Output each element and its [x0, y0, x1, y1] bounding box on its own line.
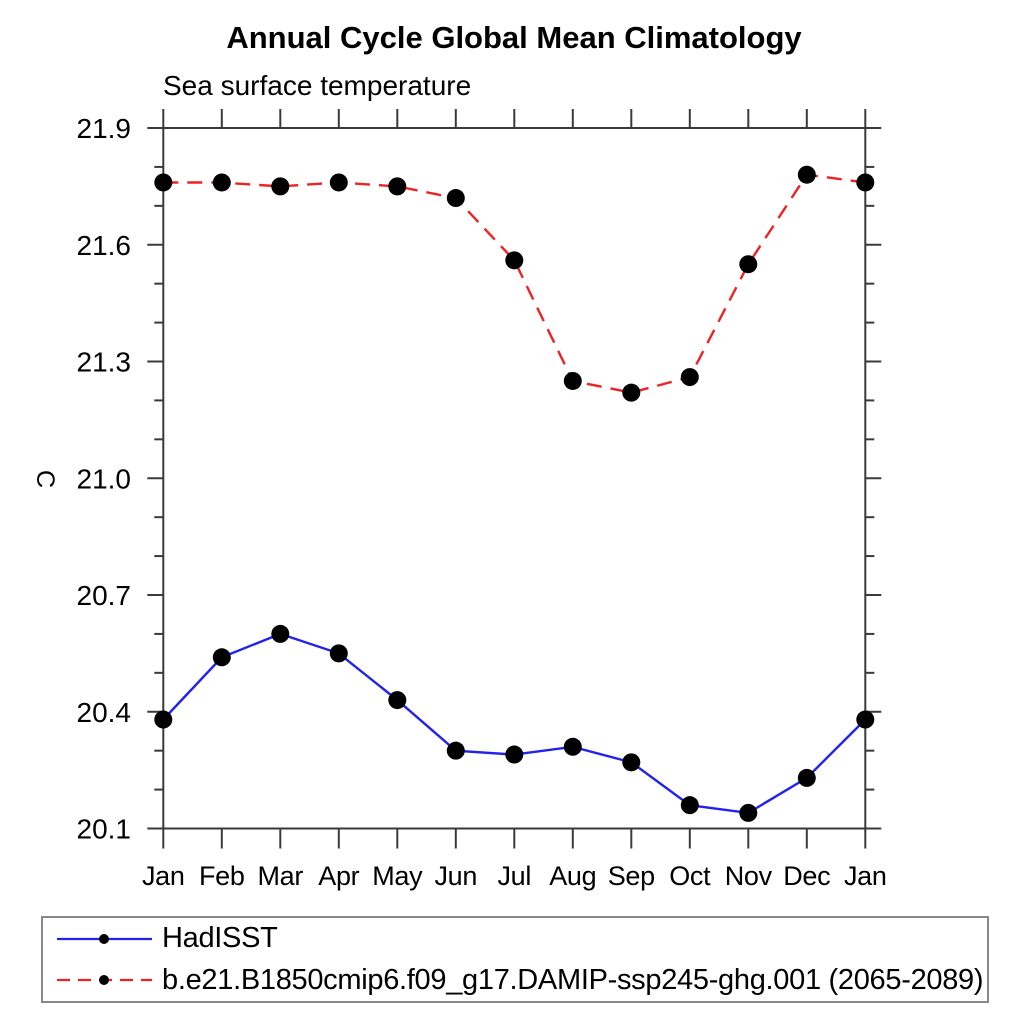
- x-tick-label: Feb: [199, 861, 245, 891]
- data-point-marker: [212, 648, 231, 667]
- series-line-hadisst: [162, 632, 867, 815]
- plot-border: [162, 127, 867, 830]
- x-tick-label: Aug: [549, 861, 596, 891]
- x-tick-label: Mar: [257, 861, 303, 891]
- data-point-marker: [329, 173, 348, 192]
- y-tick-label: 21.6: [77, 230, 132, 261]
- x-tick-label: Dec: [783, 861, 830, 891]
- data-point-marker: [739, 255, 758, 274]
- legend-item: HadISST: [43, 918, 987, 959]
- data-point-marker: [329, 644, 348, 663]
- x-tick-label: Apr: [318, 861, 359, 891]
- data-point-marker: [505, 251, 524, 270]
- y-tick-label: 20.7: [77, 580, 132, 611]
- data-point-marker: [271, 177, 290, 196]
- data-point-marker: [739, 803, 758, 822]
- data-point-marker: [388, 177, 407, 196]
- data-point-marker: [622, 753, 641, 772]
- data-point-marker: [446, 741, 465, 760]
- x-tick-label: Jan: [844, 861, 887, 891]
- data-point-marker: [388, 691, 407, 710]
- data-point-marker: [856, 710, 875, 729]
- series-line-model: [163, 173, 866, 394]
- x-tick-label: Jun: [434, 861, 477, 891]
- data-point-marker: [797, 165, 816, 184]
- data-point-marker: [563, 737, 582, 756]
- data-point-marker: [271, 624, 290, 643]
- data-point-marker: [212, 173, 231, 192]
- y-tick-label: 21.3: [77, 347, 132, 378]
- data-point-marker: [563, 371, 582, 390]
- y-tick-label: 20.4: [77, 697, 132, 728]
- legend-line-sample: [57, 975, 152, 985]
- data-point-marker: [446, 189, 465, 208]
- data-point-marker: [154, 173, 173, 192]
- y-tick-label: 21.0: [77, 463, 132, 494]
- y-tick-label: 20.1: [77, 814, 132, 845]
- data-point-marker: [856, 173, 875, 192]
- legend-item: b.e21.B1850cmip6.f09_g17.DAMIP-ssp245-gh…: [43, 959, 987, 1001]
- x-tick-label: Oct: [669, 861, 711, 891]
- x-tick-label: Sep: [608, 861, 655, 891]
- x-tick-label: May: [372, 861, 423, 891]
- legend-line-sample: [57, 933, 152, 944]
- legend-item-label: HadISST: [162, 922, 278, 954]
- x-tick-label: Nov: [725, 861, 773, 891]
- x-tick-label: Jan: [142, 861, 185, 891]
- legend-marker-icon: [99, 933, 109, 944]
- data-point-marker: [680, 368, 699, 387]
- legend-item-label: b.e21.B1850cmip6.f09_g17.DAMIP-ssp245-gh…: [162, 963, 984, 996]
- legend-box: HadISST b.e21.B1850cmip6.f09_g17.DAMIP-s…: [41, 916, 989, 1003]
- data-point-marker: [505, 745, 524, 764]
- data-point-marker: [154, 710, 173, 729]
- chart-title: Annual Cycle Global Mean Climatology: [226, 20, 802, 55]
- data-point-marker: [797, 768, 816, 787]
- data-point-marker: [680, 796, 699, 815]
- chart-subtitle: Sea surface temperature: [163, 70, 472, 101]
- data-point-marker: [622, 383, 641, 402]
- legend-marker-icon: [99, 975, 109, 985]
- x-tick-label: Jul: [497, 861, 531, 891]
- y-tick-label: 21.9: [77, 113, 132, 144]
